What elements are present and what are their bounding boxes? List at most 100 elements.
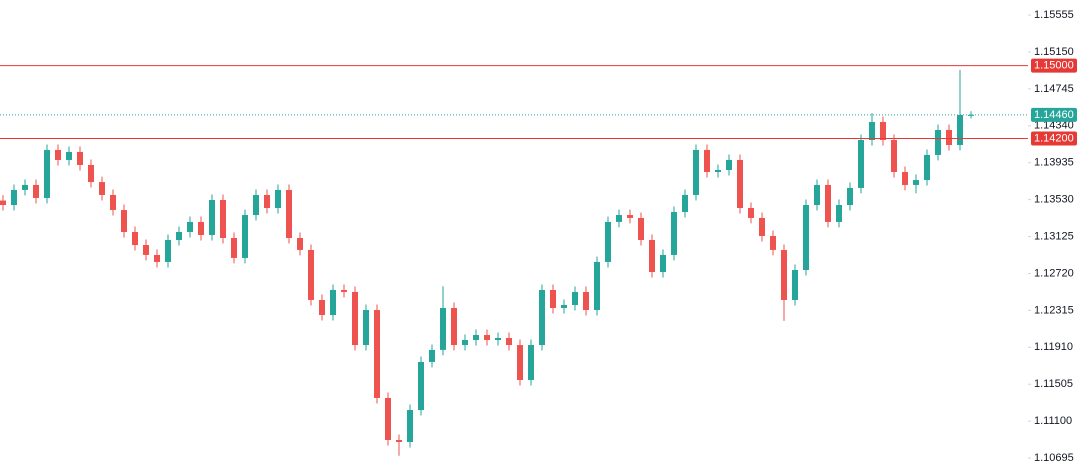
candle-body [814,184,820,206]
candle-body [363,310,369,346]
candle-body [132,231,138,246]
candle-body [550,289,556,309]
candle-body [506,337,512,346]
candle-body [627,215,633,218]
candle-body [66,151,72,160]
candle-body [22,184,28,190]
candle-body [572,291,578,306]
y-tick-label: 1.14745 [1034,83,1074,95]
candle-body [946,129,952,146]
candle-body [539,289,545,346]
candle-body [242,215,248,258]
candle-body [341,289,347,292]
candle-body [286,189,292,239]
candle-body [121,210,127,232]
candle-body [594,261,600,311]
price-tag-label: 1.15000 [1034,60,1074,72]
candle-body [407,410,413,443]
candle-body [583,291,589,311]
candle-body [187,221,193,232]
candle-body [385,397,391,440]
candle-body [330,289,336,316]
candle-body [781,249,787,300]
candle-body [660,254,666,273]
candle-body [231,238,237,258]
candle-body [220,199,226,239]
candle-body [198,221,204,235]
y-tick-label: 1.13935 [1034,157,1074,169]
candle-body [836,205,842,222]
candle-body [671,212,677,255]
candle-body [759,217,765,236]
y-tick-label: 1.15150 [1034,46,1074,58]
candle-body [616,215,622,222]
y-tick-label: 1.12315 [1034,304,1074,316]
y-tick-label: 1.11910 [1034,341,1073,353]
candle-body [748,208,754,218]
price-tag-label: 1.14200 [1034,132,1074,144]
candle-body [418,361,424,411]
candle-body [209,199,215,235]
candle-body [649,240,655,273]
candle-body [473,334,479,341]
candle-body [638,217,644,241]
candle-body [451,308,457,346]
candle-body [44,149,50,198]
candle-body [803,205,809,270]
candle-body [935,129,941,155]
candle-body [693,149,699,195]
candle-body [352,291,358,346]
y-tick-label: 1.15555 [1034,9,1074,21]
y-tick-label: 1.11100 [1034,415,1072,427]
candle-body [495,337,501,341]
candle-body [176,231,182,241]
candle-body [396,439,402,443]
candle-body [825,184,831,222]
candle-body [264,194,270,209]
candle-body [484,334,490,341]
candle-body [462,340,468,346]
candle-body [924,154,930,181]
candle-body [517,345,523,381]
candle-body [869,121,875,141]
candle-body [0,200,6,206]
price-tag [1031,58,1077,73]
candle-body [913,180,919,185]
candle-body [154,254,160,262]
candle-body [110,194,116,211]
candle-body [440,308,446,350]
y-tick-label: 1.13530 [1034,194,1074,206]
candle-body [77,151,83,165]
candle-body [253,194,259,216]
candle-body [11,189,17,206]
candle-body [902,172,908,185]
candle-body [308,249,314,300]
y-tick-label: 1.11505 [1034,378,1073,390]
candle-body [319,299,325,316]
candle-body [88,164,94,183]
candle-body [605,221,611,262]
candle-body [726,159,732,171]
candle-body [55,149,61,160]
price-tag [1031,131,1077,146]
candle-body [143,245,149,255]
candle-body [957,115,963,146]
candle-body [770,235,776,250]
candle-body [704,149,710,173]
y-tick-label: 1.14340 [1034,120,1074,132]
candle-body [275,189,281,209]
candle-body [715,170,721,173]
price-tag-label: 1.14460 [1034,109,1074,121]
candle-body [528,345,534,381]
y-tick-label: 1.12720 [1034,267,1074,279]
y-tick-label: 1.13125 [1034,230,1074,242]
candle-body [968,114,974,116]
candle-body [847,187,853,206]
candle-body [737,159,743,209]
candle-body [858,140,864,188]
candle-body [374,310,380,398]
candle-body [880,121,886,141]
y-tick-label: 1.10695 [1034,452,1074,464]
candle-body [297,238,303,250]
